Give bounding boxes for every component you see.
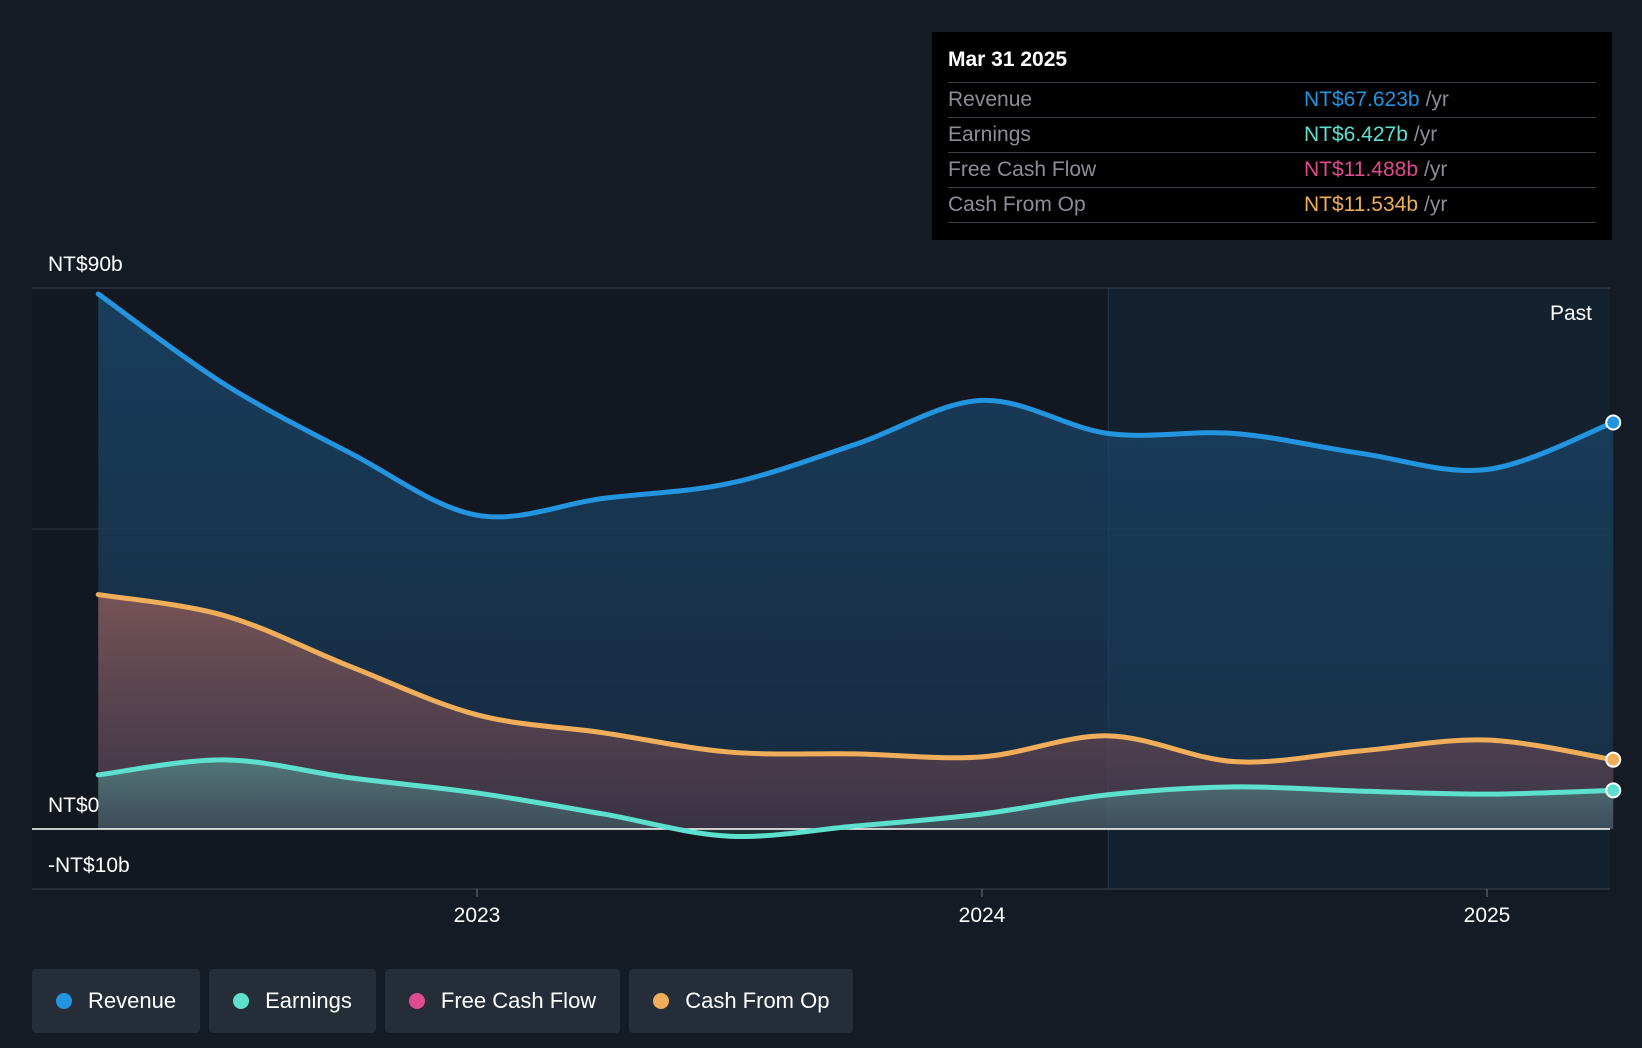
tooltip-value: NT$11.488b (1304, 158, 1419, 181)
tooltip-date: Mar 31 2025 (948, 46, 1596, 83)
tooltip-row-earnings: Earnings NT$6.427b /yr (948, 118, 1596, 153)
y-label-bottom: -NT$10b (48, 854, 130, 877)
earnings-line (95, 757, 1616, 840)
x-tick-label: 2024 (959, 904, 1006, 927)
tooltip-value: NT$11.534b (1304, 193, 1419, 216)
y-label-zero: NT$0 (48, 794, 99, 817)
x-tick-label: 2025 (1464, 904, 1511, 927)
tooltip-unit: /yr (1424, 193, 1448, 216)
legend-item-earnings[interactable]: Earnings (209, 969, 376, 1033)
revenue-area (98, 294, 1614, 829)
legend-dot-icon (233, 993, 250, 1009)
legend-label: Free Cash Flow (440, 988, 597, 1013)
cash-from-op-endpoint[interactable] (1605, 751, 1622, 768)
tooltip-row-free-cash-flow: Free Cash Flow NT$11.488b /yr (948, 153, 1596, 188)
legend-label: Revenue (88, 988, 177, 1013)
tooltip-label: Revenue (948, 88, 1033, 111)
chart-area: 2023 2024 2025 NT$90b NT$0 -NT$10b Past (32, 253, 1622, 927)
tooltip-row-revenue: Revenue NT$67.623b /yr (948, 83, 1596, 118)
tooltip-label: Earnings (948, 123, 1031, 146)
revenue-endpoint[interactable] (1605, 414, 1622, 431)
revenue-line (95, 291, 1616, 520)
legend-label: Cash From Op (685, 988, 830, 1013)
tooltip-unit: /yr (1425, 88, 1449, 111)
tooltip-unit: /yr (1424, 158, 1448, 181)
tooltip-unit: /yr (1413, 123, 1438, 146)
legend-dot-icon (56, 993, 72, 1009)
legend-dot-icon (408, 993, 425, 1009)
earnings-area (98, 759, 1614, 837)
tooltip-row-cash-from-op: Cash From Op NT$11.534b /yr (948, 188, 1596, 223)
tooltip: Mar 31 2025 Revenue NT$67.623b /yr Earni… (932, 32, 1612, 240)
legend: Revenue Earnings Free Cash Flow Cash Fro… (32, 969, 854, 1033)
legend-label: Earnings (265, 988, 352, 1013)
cash-from-op-area (98, 594, 1614, 829)
legend-item-revenue[interactable]: Revenue (32, 969, 201, 1033)
legend-item-free-cash-flow[interactable]: Free Cash Flow (384, 969, 621, 1033)
tooltip-value: NT$6.427b (1304, 123, 1408, 146)
y-label-top: NT$90b (48, 253, 123, 276)
legend-item-cash-from-op[interactable]: Cash From Op (629, 969, 854, 1033)
tooltip-label: Free Cash Flow (948, 158, 1097, 181)
tooltip-label: Cash From Op (948, 193, 1086, 216)
earnings-endpoint[interactable] (1605, 782, 1622, 799)
past-label: Past (1550, 302, 1592, 325)
tooltip-value: NT$67.623b (1304, 88, 1420, 111)
legend-dot-icon (653, 993, 670, 1009)
x-tick-label: 2023 (454, 904, 501, 927)
cash-from-op-line (95, 592, 1616, 765)
